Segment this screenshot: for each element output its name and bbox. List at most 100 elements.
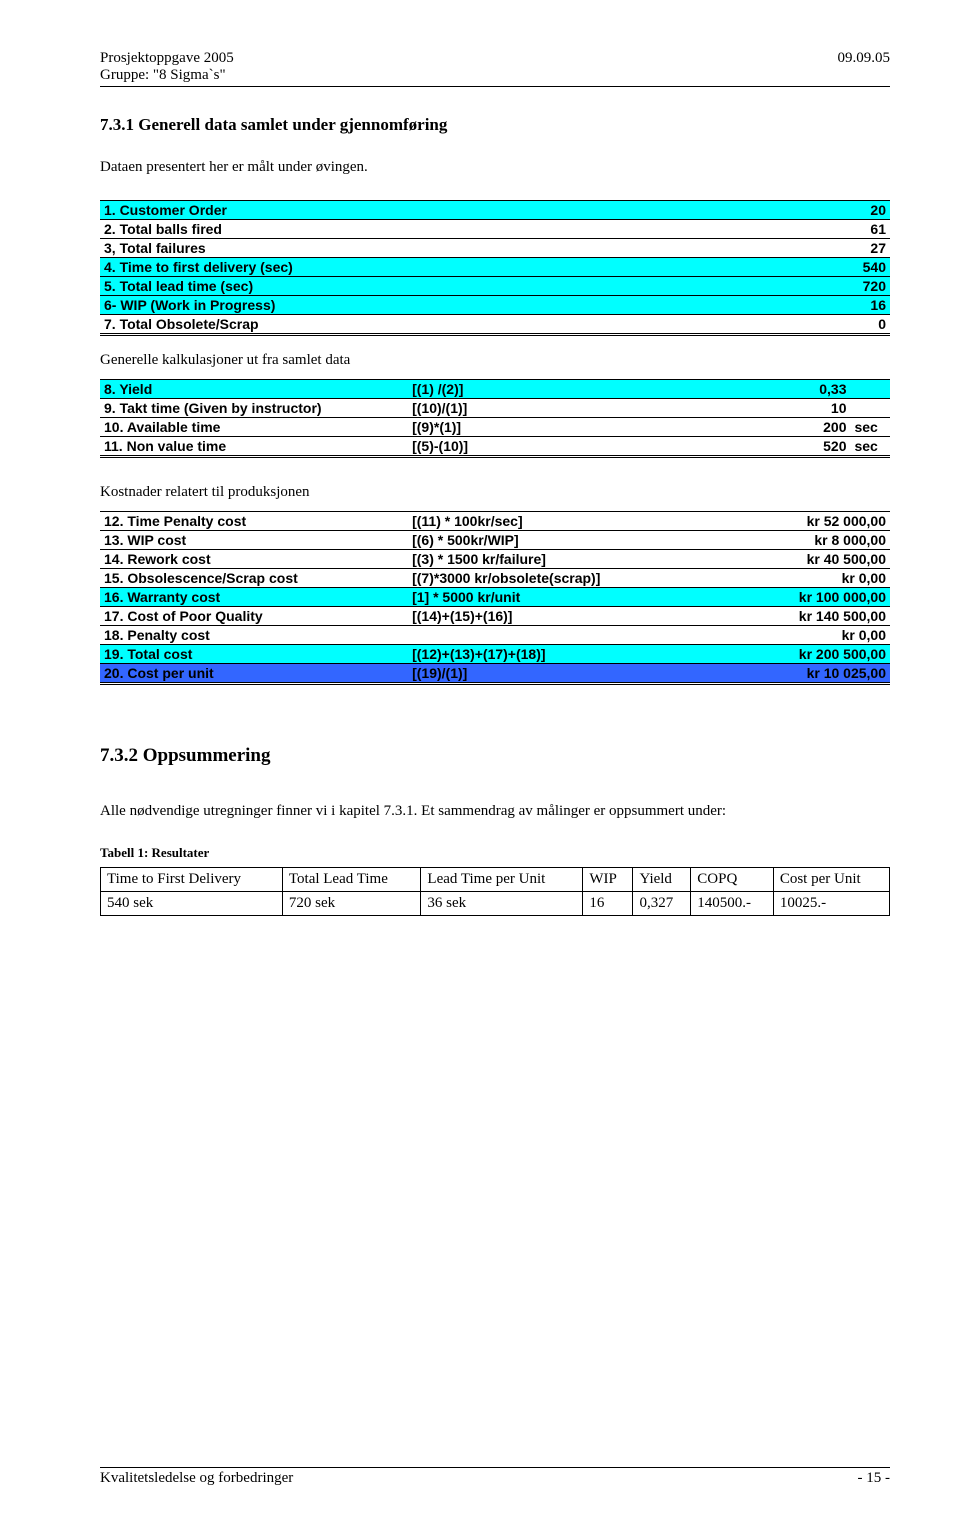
cell-unit — [850, 379, 890, 398]
cell-value: kr 8 000,00 — [732, 530, 890, 549]
table-cell: 10025.- — [773, 892, 889, 916]
table-cell: 0,327 — [633, 892, 691, 916]
table-row: 6- WIP (Work in Progress)16 — [100, 295, 890, 314]
table-row: 12. Time Penalty cost[(11) * 100kr/sec]k… — [100, 511, 890, 530]
table-calc-1: 8. Yield[(1) /(2)]0,339. Takt time (Give… — [100, 379, 890, 458]
section-7-3-1-intro: Dataen presentert her er målt under øvin… — [100, 153, 890, 182]
cell-value: kr 52 000,00 — [732, 511, 890, 530]
cell-value: kr 200 500,00 — [732, 644, 890, 663]
cell-value: kr 0,00 — [732, 568, 890, 587]
table-row: 10. Available time[(9)*(1)]200sec — [100, 417, 890, 436]
cell-label: 13. WIP cost — [100, 530, 408, 549]
table-row: 3, Total failures27 — [100, 238, 890, 257]
header-date: 09.09.05 — [838, 50, 891, 84]
table-row: 8. Yield[(1) /(2)]0,33 — [100, 379, 890, 398]
footer-left: Kvalitetsledelse og forbedringer — [100, 1470, 293, 1487]
table-header-cell: WIP — [583, 868, 633, 892]
cell-label: 4. Time to first delivery (sec) — [100, 257, 740, 276]
cell-value: 540 — [740, 257, 890, 276]
cell-label: 14. Rework cost — [100, 549, 408, 568]
cell-value: 520 — [700, 436, 850, 456]
table-row: 7. Total Obsolete/Scrap0 — [100, 314, 890, 334]
table-header-cell: Yield — [633, 868, 691, 892]
cell-value: 20 — [740, 200, 890, 219]
cell-formula: [(11) * 100kr/sec] — [408, 511, 732, 530]
table-row: 14. Rework cost[(3) * 1500 kr/failure]kr… — [100, 549, 890, 568]
cell-value: 0 — [740, 314, 890, 334]
table-cell: 540 sek — [101, 892, 283, 916]
cell-value: kr 40 500,00 — [732, 549, 890, 568]
cell-formula: [(9)*(1)] — [408, 417, 700, 436]
cell-value: kr 0,00 — [732, 625, 890, 644]
cell-formula: [(10)/(1)] — [408, 398, 700, 417]
cell-label: 17. Cost of Poor Quality — [100, 606, 408, 625]
table-row: 4. Time to first delivery (sec)540 — [100, 257, 890, 276]
cell-label: 3, Total failures — [100, 238, 740, 257]
cell-formula: [(1) /(2)] — [408, 379, 700, 398]
cell-value: kr 100 000,00 — [732, 587, 890, 606]
cell-label: 20. Cost per unit — [100, 663, 408, 683]
table-1-caption: Tabell 1: Resultater — [100, 845, 890, 861]
header-title-1: Prosjektoppgave 2005 — [100, 50, 234, 66]
cell-label: 19. Total cost — [100, 644, 408, 663]
cell-value: 200 — [700, 417, 850, 436]
table-row: 13. WIP cost[(6) * 500kr/WIP]kr 8 000,00 — [100, 530, 890, 549]
cell-label: 9. Takt time (Given by instructor) — [100, 398, 408, 417]
cell-label: 2. Total balls fired — [100, 219, 740, 238]
cell-label: 5. Total lead time (sec) — [100, 276, 740, 295]
cell-value: 0,33 — [700, 379, 850, 398]
cell-formula: [(12)+(13)+(17)+(18)] — [408, 644, 732, 663]
header-left: Prosjektoppgave 2005 Gruppe: "8 Sigma`s" — [100, 50, 234, 84]
cell-value: kr 140 500,00 — [732, 606, 890, 625]
section-7-3-2-heading: 7.3.2 Oppsummering — [100, 745, 890, 767]
cell-value: 16 — [740, 295, 890, 314]
cell-formula: [(6) * 500kr/WIP] — [408, 530, 732, 549]
table-results: Time to First DeliveryTotal Lead TimeLea… — [100, 867, 890, 916]
table-header-row: Time to First DeliveryTotal Lead TimeLea… — [101, 868, 890, 892]
cell-value: kr 10 025,00 — [732, 663, 890, 683]
section-7-3-1-heading: 7.3.1 Generell data samlet under gjennom… — [100, 115, 890, 135]
cell-unit: sec — [850, 436, 890, 456]
table-header-cell: COPQ — [691, 868, 774, 892]
cell-formula: [(3) * 1500 kr/failure] — [408, 549, 732, 568]
footer: Kvalitetsledelse og forbedringer - 15 - — [100, 1467, 890, 1487]
cell-label: 18. Penalty cost — [100, 625, 408, 644]
cell-label: 15. Obsolescence/Scrap cost — [100, 568, 408, 587]
table-row: 17. Cost of Poor Quality[(14)+(15)+(16)]… — [100, 606, 890, 625]
cell-formula: [(5)-(10)] — [408, 436, 700, 456]
cell-formula — [408, 625, 732, 644]
table-row: 9. Takt time (Given by instructor)[(10)/… — [100, 398, 890, 417]
table-cell: 36 sek — [421, 892, 583, 916]
table-header-cell: Total Lead Time — [282, 868, 421, 892]
cell-label: 8. Yield — [100, 379, 408, 398]
table-row: 20. Cost per unit[(19)/(1)]kr 10 025,00 — [100, 663, 890, 683]
header-rule — [100, 86, 890, 87]
table-row: 1. Customer Order20 — [100, 200, 890, 219]
table-header-cell: Time to First Delivery — [101, 868, 283, 892]
cell-label: 10. Available time — [100, 417, 408, 436]
table-row: 18. Penalty cost kr 0,00 — [100, 625, 890, 644]
header: Prosjektoppgave 2005 Gruppe: "8 Sigma`s"… — [100, 50, 890, 84]
cell-unit: sec — [850, 417, 890, 436]
cell-value: 27 — [740, 238, 890, 257]
table-cell: 720 sek — [282, 892, 421, 916]
cell-formula: [(19)/(1)] — [408, 663, 732, 683]
cell-label: 16. Warranty cost — [100, 587, 408, 606]
sub-intro-2: Kostnader relatert til produksjonen — [100, 484, 890, 501]
table-row: 11. Non value time[(5)-(10)]520sec — [100, 436, 890, 456]
section-7-3-2-para: Alle nødvendige utregninger finner vi i … — [100, 797, 890, 826]
cell-label: 7. Total Obsolete/Scrap — [100, 314, 740, 334]
table-costs: 12. Time Penalty cost[(11) * 100kr/sec]k… — [100, 511, 890, 685]
cell-formula: [(7)*3000 kr/obsolete(scrap)] — [408, 568, 732, 587]
cell-value: 10 — [700, 398, 850, 417]
footer-rule — [100, 1467, 890, 1468]
table-header-cell: Lead Time per Unit — [421, 868, 583, 892]
page: Prosjektoppgave 2005 Gruppe: "8 Sigma`s"… — [0, 0, 960, 1527]
table-row: 2. Total balls fired61 — [100, 219, 890, 238]
table-row: 5. Total lead time (sec)720 — [100, 276, 890, 295]
cell-value: 61 — [740, 219, 890, 238]
cell-formula: [1] * 5000 kr/unit — [408, 587, 732, 606]
cell-formula: [(14)+(15)+(16)] — [408, 606, 732, 625]
table-input-data: 1. Customer Order202. Total balls fired6… — [100, 200, 890, 336]
footer-right: - 15 - — [858, 1470, 891, 1487]
